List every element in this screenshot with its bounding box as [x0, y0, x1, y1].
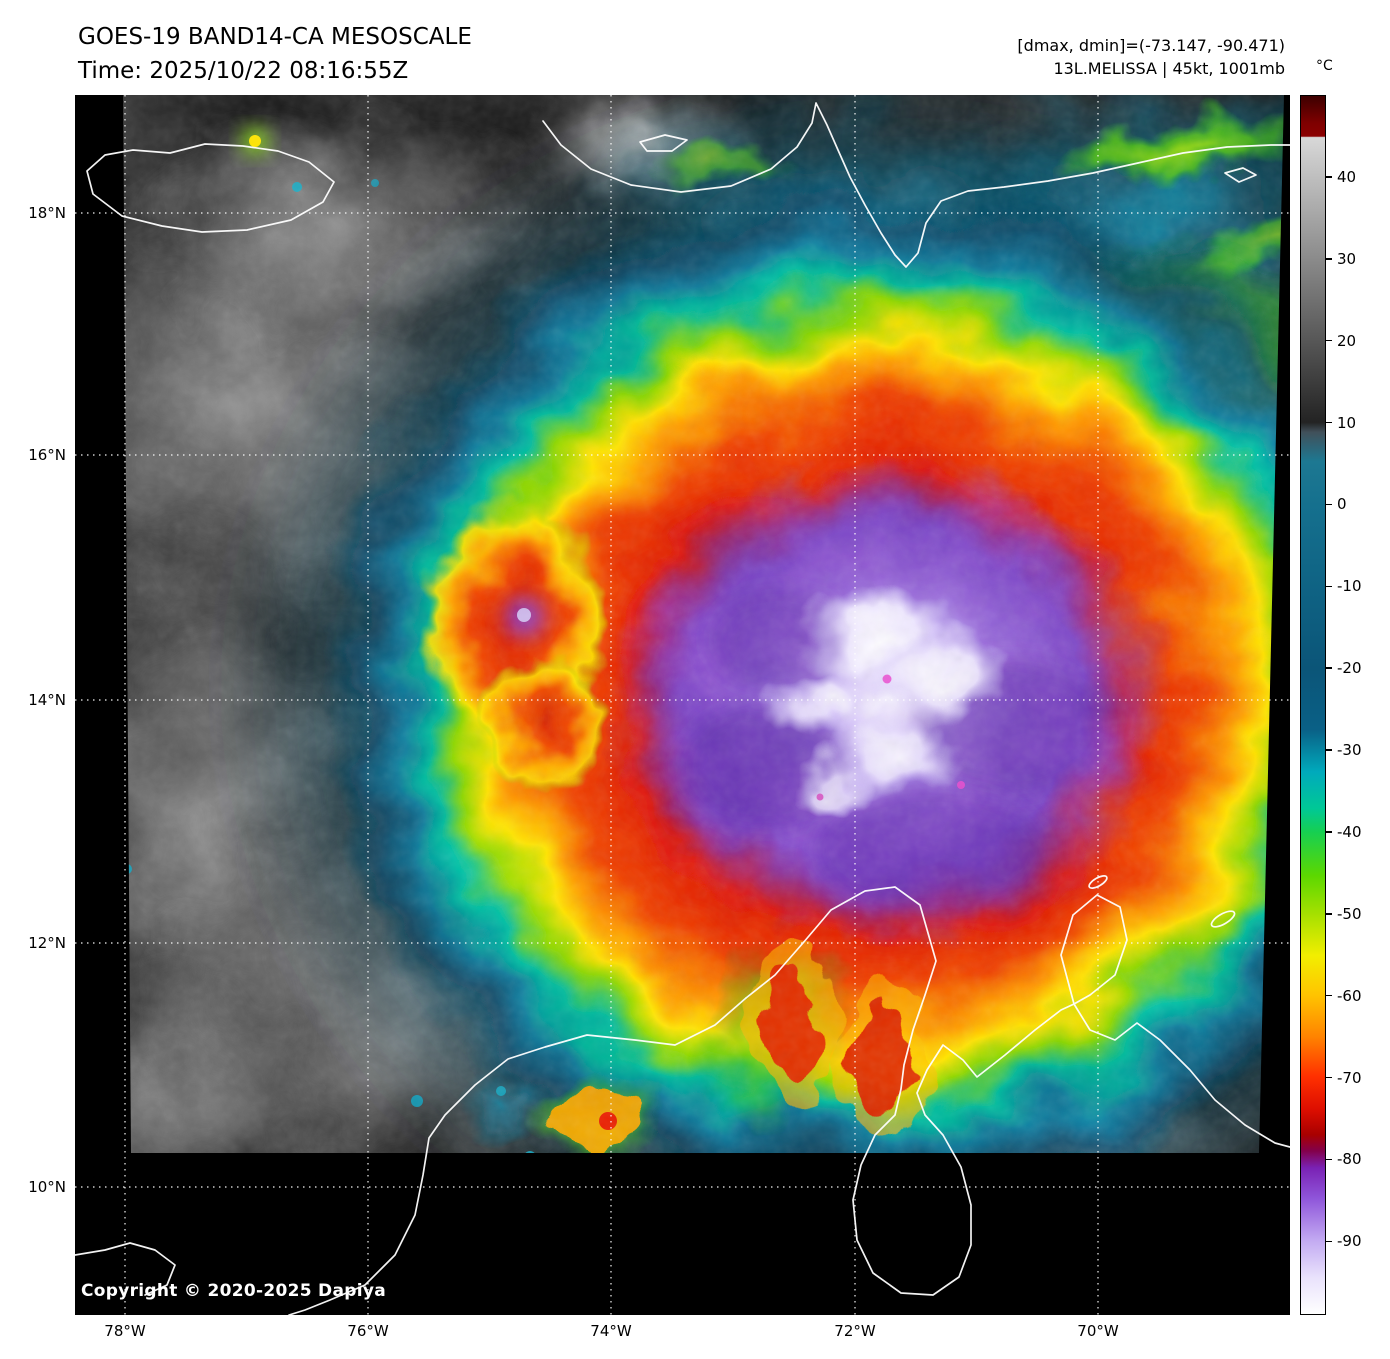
colorbar-tick: 10: [1326, 414, 1356, 432]
coastline-venezuela-east: [1073, 1003, 1290, 1148]
colorbar-tick: -80: [1326, 1150, 1362, 1168]
coastlines: [75, 102, 1290, 1315]
colorbar-tick: 20: [1326, 332, 1356, 350]
colorbar-tick: 30: [1326, 250, 1356, 268]
lat-label-10n: 10°N: [28, 1178, 66, 1196]
coastline-curacao: [1210, 910, 1236, 928]
dmax-dmin-readout: [dmax, dmin]=(-73.147, -90.471): [1017, 36, 1285, 55]
lon-label-74w: 74°W: [590, 1322, 632, 1340]
colorbar-tick: -40: [1326, 823, 1362, 841]
copyright-text: Copyright © 2020-2025 Dapiya: [81, 1281, 386, 1301]
lon-label-76w: 76°W: [347, 1322, 389, 1340]
coastline-hispaniola: [542, 102, 1290, 268]
title-block: GOES-19 BAND14-CA MESOSCALE Time: 2025/1…: [78, 20, 472, 88]
colorbar-tick: -50: [1326, 905, 1362, 923]
colorbar-tick: -20: [1326, 659, 1362, 677]
colorbar-tick: -60: [1326, 987, 1362, 1005]
figure-timestamp: Time: 2025/10/22 08:16:55Z: [78, 58, 409, 84]
coastline-panama: [75, 1242, 176, 1296]
coastline-jamaica: [86, 143, 335, 233]
lat-label-12n: 12°N: [28, 934, 66, 952]
coastline-offshore-island: [1224, 167, 1257, 183]
satellite-scene: [75, 95, 1290, 1315]
colorbar-tick: 40: [1326, 168, 1356, 186]
coastline-paraguana: [1060, 894, 1128, 1005]
coastline-aruba: [1088, 875, 1108, 889]
colorbar-unit-label: °C: [1316, 58, 1333, 74]
grid-lines: [75, 95, 1290, 1315]
figure-title: GOES-19 BAND14-CA MESOSCALE: [78, 24, 472, 50]
lat-label-16n: 16°N: [28, 446, 66, 464]
info-block: [dmax, dmin]=(-73.147, -90.471) 13L.MELI…: [1017, 34, 1285, 80]
lat-label-18n: 18°N: [28, 204, 66, 222]
coastline-gonave-island: [639, 134, 688, 152]
coastline-guajira-maracaibo: [745, 886, 1075, 1296]
lon-label-70w: 70°W: [1077, 1322, 1119, 1340]
colorbar-gradient: [1300, 95, 1326, 1315]
colorbar-tick: -90: [1326, 1232, 1362, 1250]
colorbar-tick: -30: [1326, 741, 1362, 759]
lon-label-78w: 78°W: [104, 1322, 146, 1340]
lat-label-14n: 14°N: [28, 691, 66, 709]
colorbar-tick: -70: [1326, 1069, 1362, 1087]
satellite-data-swath: [123, 95, 1284, 1153]
colorbar-tick: 0: [1326, 495, 1347, 513]
coastline-colombia: [288, 997, 747, 1315]
lon-label-72w: 72°W: [834, 1322, 876, 1340]
storm-info-readout: 13L.MELISSA | 45kt, 1001mb: [1053, 59, 1285, 78]
colorbar: 40 30 20 10 0 -10 -20 -30 -40 -50 -60 -70 -80 -90: [1300, 95, 1362, 1315]
colorbar-tick: -10: [1326, 577, 1362, 595]
map-axes: Copyright © 2020-2025 Dapiya: [75, 95, 1290, 1315]
